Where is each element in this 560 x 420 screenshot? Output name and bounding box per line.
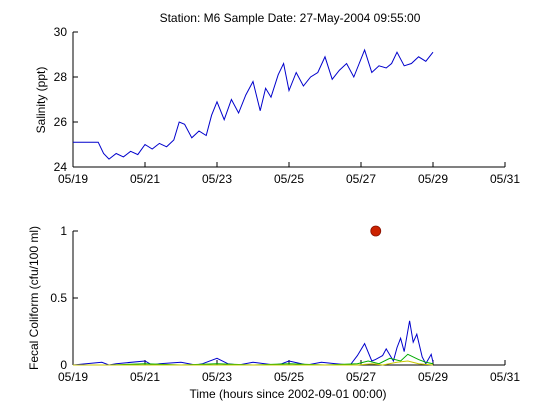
- coliform-x-tick-label: 05/25: [274, 370, 304, 384]
- coliform-y-tick-label: 0: [60, 358, 67, 372]
- coliform-x-tick-label: 05/23: [202, 370, 232, 384]
- figure-title: Station: M6 Sample Date: 27-May-2004 09:…: [160, 11, 421, 25]
- coliform-y-tick-label: 1: [60, 224, 67, 238]
- coliform-chart: 05/19 05/21 05/23 05/25 05/27 05/29 05/31 0 0.5 1…: [27, 224, 520, 401]
- coliform-sample-marker: [370, 225, 382, 237]
- coliform-plot-area: 05/19 05/21 05/23 05/25 05/27 05/29 05/31 0 0.5 1: [50, 224, 520, 384]
- salinity-plot-area: 05/19 05/21 05/23 05/25 05/27 05/29 05/31 24 26 2…: [54, 25, 521, 186]
- salinity-chart: 05/19 05/21 05/23 05/25 05/27 05/29 05/31 24 26 2…: [34, 25, 520, 186]
- salinity-series-line-1: [73, 48, 434, 160]
- salinity-x-tick-label: 05/29: [418, 172, 448, 186]
- salinity-y-tick-label: 26: [54, 115, 68, 129]
- salinity-y-axis-label: Salinity (ppt): [34, 67, 48, 134]
- coliform-x-tick-label: 05/21: [130, 370, 160, 384]
- salinity-y-tick-label: 28: [54, 70, 68, 84]
- coliform-series-line-1: [72, 320, 434, 366]
- salinity-x-tick-label: 05/27: [346, 172, 376, 186]
- salinity-x-tick-label: 05/25: [274, 172, 304, 186]
- salinity-x-tick-label: 05/21: [130, 172, 160, 186]
- coliform-series-line-2: [73, 353, 434, 366]
- coliform-x-axis-label: Time (hours since 2002-09-01 00:00): [190, 387, 387, 401]
- salinity-y-tick-label: 24: [54, 160, 68, 174]
- coliform-series-line-3: [73, 360, 434, 366]
- coliform-y-tick-label: 0.5: [50, 291, 67, 305]
- coliform-y-axis-label: Fecal Coliform (cfu/100 ml): [27, 226, 41, 370]
- coliform-x-tick-label: 05/29: [418, 370, 448, 384]
- salinity-x-tick-label: 05/23: [202, 172, 232, 186]
- salinity-x-tick-label: 05/31: [490, 172, 520, 186]
- coliform-x-tick-label: 05/27: [346, 370, 376, 384]
- coliform-x-tick-label: 05/31: [490, 370, 520, 384]
- salinity-x-tick-label: 05/19: [58, 172, 88, 186]
- coliform-x-tick-label: 05/19: [58, 370, 88, 384]
- salinity-y-tick-label: 30: [54, 25, 68, 39]
